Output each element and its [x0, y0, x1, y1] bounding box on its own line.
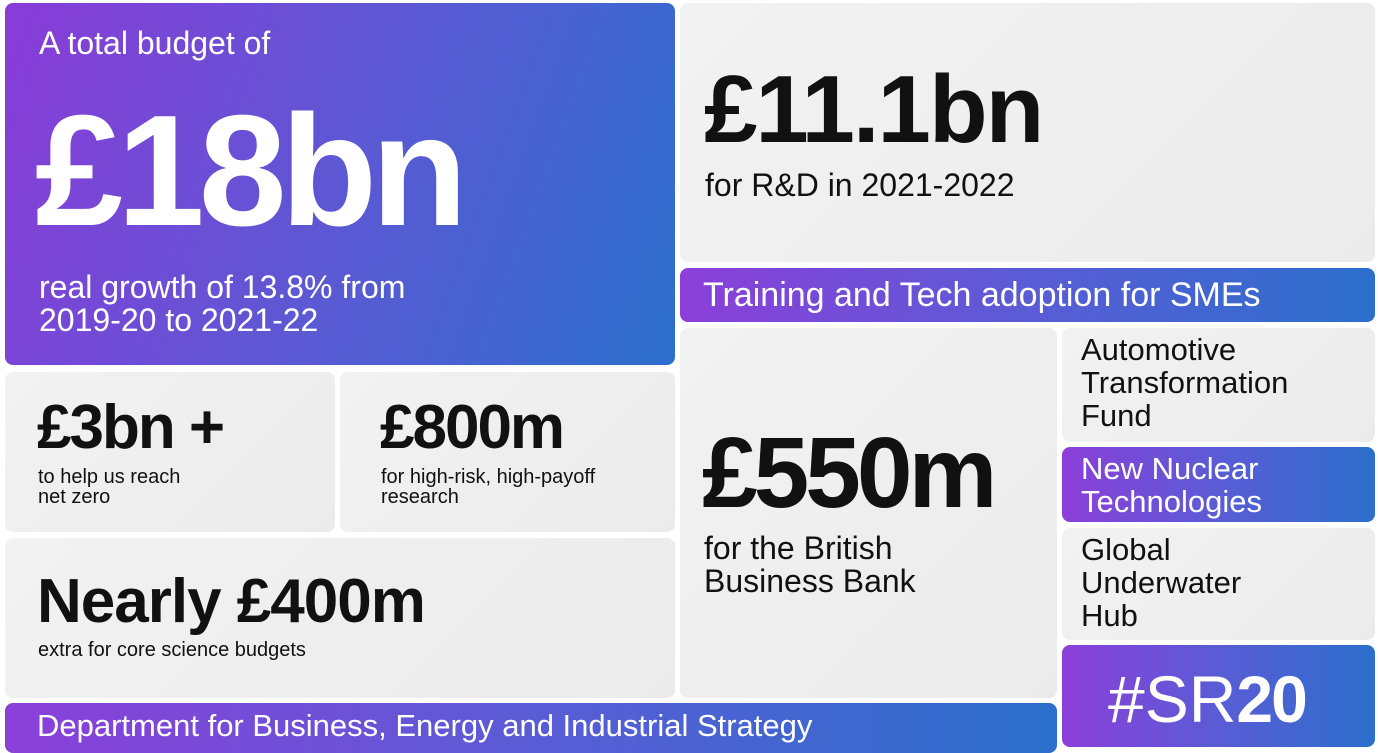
rnd-panel: £11.1bn for R&D in 2021-2022	[680, 3, 1375, 262]
label-line: Hub	[1081, 598, 1138, 633]
label-line: Transformation	[1081, 365, 1289, 400]
research-note: for high-risk, high-payoff research	[381, 467, 595, 507]
label-line: Global	[1081, 532, 1171, 567]
note-line: Business Bank	[704, 563, 916, 599]
smes-bar: Training and Tech adoption for SMEs	[680, 268, 1375, 322]
science-panel: Nearly £400m extra for core science budg…	[5, 538, 675, 698]
rnd-note: for R&D in 2021-2022	[705, 167, 1015, 203]
net-zero-amount: £3bn +	[37, 393, 225, 462]
label-line: Technologies	[1081, 484, 1262, 519]
label-line: New Nuclear	[1081, 451, 1259, 486]
note-line: to help us reach	[38, 466, 181, 488]
net-zero-panel: £3bn + to help us reach net zero	[5, 372, 335, 532]
science-amount: Nearly £400m	[37, 567, 426, 636]
note-line: real growth of 13.8% from	[39, 269, 406, 305]
bank-panel: £550m for the British Business Bank	[680, 328, 1057, 698]
note-line: for the British	[704, 530, 893, 566]
note-line: research	[381, 486, 459, 508]
automotive-label: Automotive Transformation Fund	[1081, 333, 1288, 432]
hashtag-panel: #SR20	[1062, 645, 1375, 747]
note-line: 2019-20 to 2021-22	[39, 302, 319, 338]
rnd-amount: £11.1bn	[704, 56, 1044, 163]
department-bar: Department for Business, Energy and Indu…	[5, 703, 1057, 753]
nuclear-label: New Nuclear Technologies	[1081, 452, 1262, 518]
note-line: for high-risk, high-payoff	[381, 466, 596, 488]
hashtag-number: 20	[1236, 662, 1307, 736]
hashtag: #SR20	[1108, 661, 1308, 737]
underwater-panel: Global Underwater Hub	[1062, 528, 1375, 640]
bank-amount: £550m	[702, 417, 997, 529]
automotive-panel: Automotive Transformation Fund	[1062, 328, 1375, 442]
hashtag-prefix: #SR	[1108, 662, 1237, 736]
label-line: Fund	[1081, 398, 1152, 433]
total-amount: £18bn	[35, 83, 468, 259]
nuclear-panel: New Nuclear Technologies	[1062, 447, 1375, 522]
research-panel: £800m for high-risk, high-payoff researc…	[340, 372, 675, 532]
department-label: Department for Business, Energy and Indu…	[37, 708, 813, 743]
total-panel: A total budget of £18bn real growth of 1…	[5, 3, 675, 365]
research-amount: £800m	[380, 393, 565, 462]
note-line: net zero	[38, 486, 111, 508]
total-intro: A total budget of	[39, 25, 271, 61]
net-zero-note: to help us reach net zero	[38, 467, 180, 507]
smes-label: Training and Tech adoption for SMEs	[703, 276, 1261, 314]
total-note: real growth of 13.8% from 2019-20 to 202…	[39, 271, 405, 337]
label-line: Automotive	[1081, 332, 1237, 367]
label-line: Underwater	[1081, 565, 1242, 600]
science-note: extra for core science budgets	[38, 639, 306, 661]
underwater-label: Global Underwater Hub	[1081, 533, 1241, 632]
bank-note: for the British Business Bank	[704, 532, 916, 598]
